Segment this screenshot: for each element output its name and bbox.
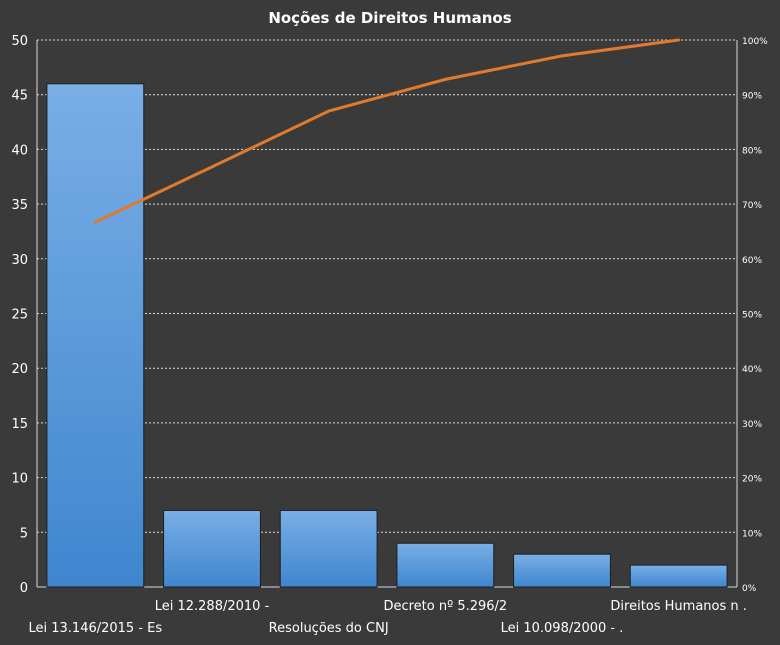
y2-tick-label: 90%: [742, 92, 762, 102]
x-tick-label: Lei 10.098/2000 - .: [501, 621, 624, 636]
grid-lines: [37, 39, 737, 533]
y-tick-label: 40: [11, 143, 28, 158]
y2-tick-label: 20%: [742, 475, 762, 485]
y-tick-label: 0: [20, 581, 28, 596]
y-tick-label: 30: [11, 253, 28, 268]
y-tick-label: 15: [11, 417, 28, 432]
y2-tick-label: 40%: [742, 365, 762, 375]
y-tick-label: 50: [11, 34, 28, 49]
bars: [46, 83, 728, 588]
bar: [163, 509, 261, 588]
chart-title: Noções de Direitos Humanos: [268, 9, 511, 27]
y-tick-label: 45: [11, 89, 28, 104]
y-tick-label: 35: [11, 198, 28, 213]
y2-tick-label: 80%: [742, 146, 762, 156]
tick-labels: 0 5 10 15 20 25 30 35 40 45 50 0% 10% 20% 30% 40% 50% 60%…: [11, 34, 768, 636]
bar: [279, 509, 378, 588]
bar: [396, 542, 495, 588]
y2-tick-label: 0%: [742, 584, 757, 594]
x-tick-label: Lei 12.288/2010 -: [155, 599, 270, 614]
y-tick-label: 20: [11, 362, 28, 377]
cumulative-line-path: [93, 38, 681, 224]
bar: [513, 553, 611, 588]
y-tick-label: 5: [20, 526, 28, 541]
y-tick-label: 25: [11, 308, 28, 323]
y2-tick-label: 100%: [742, 37, 768, 47]
y2-tick-label: 10%: [742, 529, 762, 539]
y2-tick-label: 70%: [742, 201, 762, 211]
y2-tick-label: 60%: [742, 256, 762, 266]
x-tick-label: Decreto nº 5.296/2: [383, 599, 507, 614]
y2-tick-label: 30%: [742, 420, 762, 430]
bar: [629, 564, 728, 588]
cumulative-line: [93, 38, 681, 224]
y2-tick-label: 50%: [742, 311, 762, 321]
x-tick-label: Lei 13.146/2015 - Es: [29, 621, 163, 636]
bar: [46, 83, 145, 588]
x-tick-label: Direitos Humanos n .: [610, 599, 747, 614]
axes: [36, 40, 738, 588]
y-tick-label: 10: [11, 472, 28, 487]
x-tick-label: Resoluções do CNJ: [269, 621, 389, 636]
